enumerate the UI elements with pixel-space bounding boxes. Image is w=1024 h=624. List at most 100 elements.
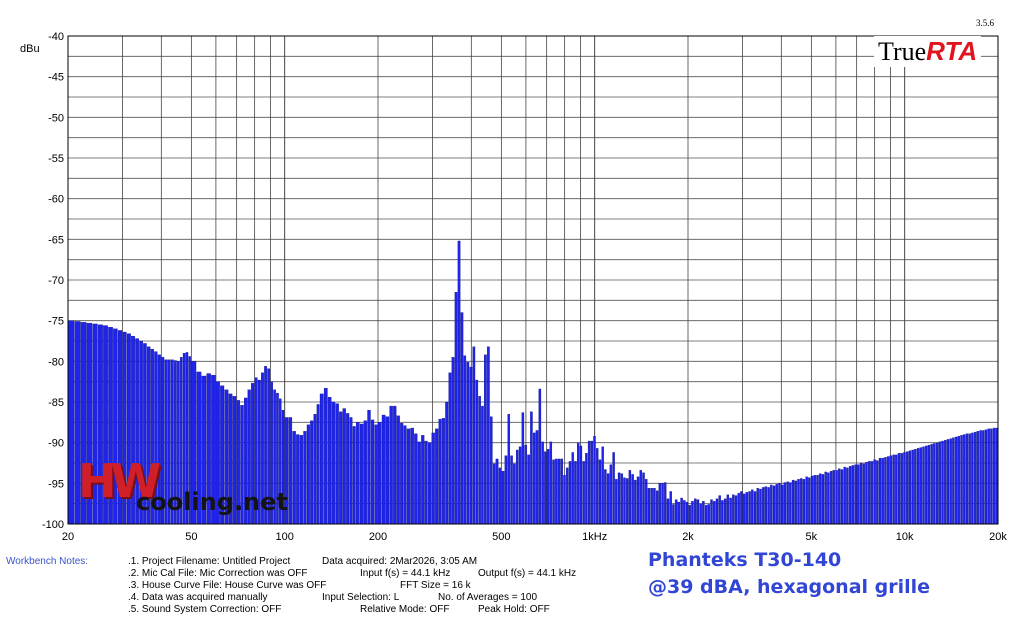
- spectrum-bar: [615, 479, 618, 525]
- spectrum-bar: [903, 452, 906, 525]
- spectrum-bar: [596, 448, 599, 525]
- spectrum-bar: [435, 428, 439, 525]
- spectrum-bar: [389, 405, 393, 525]
- spectrum-bar: [946, 439, 950, 525]
- spectrum-bar: [715, 498, 719, 525]
- spectrum-bar: [726, 494, 730, 525]
- spectrum-bar: [587, 440, 591, 525]
- spectrum-bar: [808, 477, 811, 525]
- spectrum-bar: [944, 440, 947, 525]
- spectrum-bar: [303, 431, 307, 525]
- spectrum-bar: [359, 423, 364, 525]
- spectrum-bar: [867, 461, 871, 525]
- spectrum-bar: [740, 491, 743, 525]
- spectrum-bar: [385, 416, 390, 525]
- input-selection: Input Selection: L: [322, 592, 400, 603]
- spectrum-bar: [546, 449, 550, 525]
- spectrum-bar: [484, 354, 487, 525]
- spectrum-bar: [723, 498, 727, 525]
- spectrum-bar: [481, 405, 484, 525]
- spectrum-bar: [639, 470, 643, 525]
- spectrum-bar: [772, 485, 776, 525]
- spectrum-bar: [669, 491, 672, 525]
- spectrum-bar: [445, 401, 449, 525]
- spectrum-bar: [628, 470, 632, 525]
- spectrum-bar: [631, 474, 634, 525]
- spectrum-bar: [979, 430, 982, 525]
- y-axis-labels: -40 -45 -50 -55 -60 -65 -70 -75 -80 -85 -90 -95 -100: [42, 31, 64, 531]
- spectrum-bar: [751, 489, 754, 525]
- spectrum-bar: [800, 478, 803, 525]
- notes-line-5: .5. Sound System Correction: OFF: [128, 604, 282, 615]
- spectrum-bar: [900, 453, 903, 525]
- averages: No. of Averages = 100: [438, 592, 538, 603]
- spectrum-bar: [908, 450, 912, 525]
- spectrum-bar: [854, 464, 857, 525]
- x-tick-label: 1kHz: [582, 531, 607, 540]
- spectrum-bar: [770, 484, 773, 525]
- y-tick-label: -40: [48, 31, 64, 43]
- spectrum-bar: [859, 462, 863, 525]
- spectrum-bar: [410, 427, 414, 525]
- y-tick-label: -65: [48, 234, 64, 246]
- spectrum-bar: [862, 463, 865, 525]
- relative-mode: Relative Mode: OFF: [360, 604, 450, 615]
- truerta-logo: TrueRTA: [874, 36, 982, 67]
- spectrum-bar: [990, 428, 993, 525]
- spectrum-bar: [876, 460, 879, 525]
- spectrum-bar: [582, 461, 585, 525]
- spectrum-bar: [813, 475, 817, 525]
- spectrum-bar: [604, 469, 607, 525]
- x-tick-label: 500: [492, 531, 510, 540]
- spectrum-bar: [501, 470, 505, 525]
- spectrum-bar: [527, 454, 530, 525]
- spectrum-bar: [718, 495, 721, 525]
- spectrum-bar: [851, 465, 855, 525]
- spectrum-bar: [463, 355, 467, 525]
- spectrum-bar: [982, 430, 985, 525]
- spectrum-bar: [789, 482, 792, 525]
- spectrum-bar: [661, 483, 664, 525]
- spectrum-bar: [976, 431, 980, 525]
- spectrum-bar: [487, 346, 490, 525]
- x-tick-label: 200: [369, 531, 387, 540]
- spectrum-bar: [323, 388, 328, 525]
- spectrum-bar: [927, 444, 931, 525]
- spectrum-bar: [710, 499, 713, 525]
- spectrum-bar: [935, 442, 939, 525]
- spectrum-bar: [636, 476, 640, 525]
- spectrum-bar: [316, 404, 320, 525]
- spectrum-bar: [685, 501, 689, 525]
- spectrum-bars: [67, 240, 998, 525]
- y-tick-label: -100: [42, 519, 64, 531]
- y-tick-label: -80: [48, 356, 64, 368]
- spectrum-bar: [889, 455, 893, 525]
- spectrum-bar: [759, 488, 762, 525]
- spectrum-bar: [886, 456, 890, 525]
- spectrum-bar: [905, 451, 909, 525]
- x-tick-label: 50: [185, 531, 197, 540]
- spectrum-bar: [530, 411, 533, 525]
- spectrum-bar: [732, 494, 735, 525]
- spectrum-bar: [538, 388, 542, 525]
- spectrum-bar: [377, 422, 382, 525]
- spectrum-bar: [454, 292, 458, 525]
- spectrum-bar: [919, 447, 923, 525]
- spectrum-bar: [393, 405, 397, 525]
- spectrum-bar: [617, 472, 621, 525]
- spectrum-bar: [846, 467, 849, 525]
- y-tick-label: -50: [48, 112, 64, 124]
- spectrum-bar: [930, 444, 933, 525]
- spectrum-bar: [346, 413, 350, 525]
- spectrum-bar: [460, 312, 464, 525]
- spectrum-bar: [544, 451, 547, 525]
- spectrum-bar: [549, 441, 553, 525]
- spectrum-bar: [507, 414, 511, 525]
- spectrum-bar: [367, 409, 371, 525]
- spectrum-bar: [292, 431, 296, 525]
- spectrum-bar: [521, 412, 525, 525]
- spectrum-bar: [620, 473, 623, 525]
- spectrum-bar: [495, 458, 499, 525]
- spectrum-bar: [653, 488, 656, 525]
- version-label: 3.5.6: [976, 18, 994, 28]
